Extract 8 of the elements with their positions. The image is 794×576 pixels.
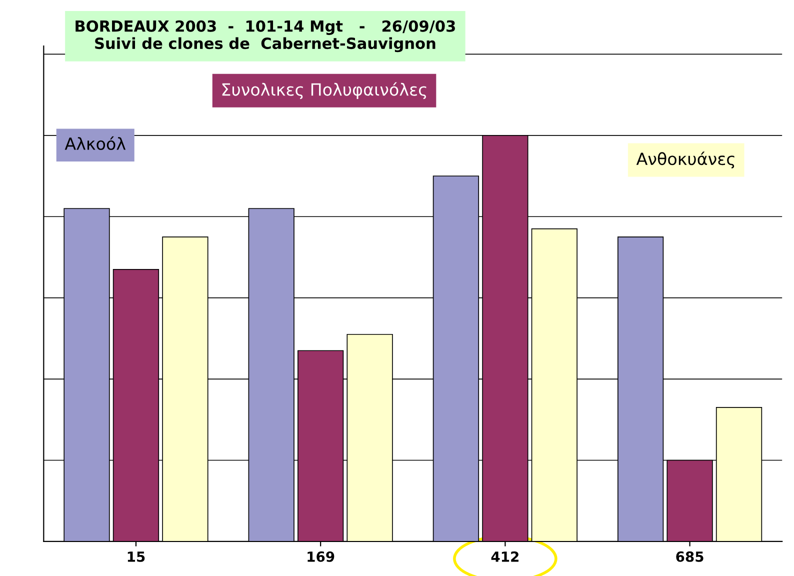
x-tick-label: 685 <box>676 551 704 562</box>
text: Αλκοόλ <box>64 136 126 150</box>
text: Συνολικες Πολυφαινόλες <box>222 82 426 100</box>
x-tick-label: 412 <box>491 551 518 562</box>
x-tick-label: 15 <box>128 552 145 562</box>
x-tick-label: 169 <box>308 551 334 562</box>
text: Ανθοκυάνες <box>636 152 734 168</box>
chart-title: BORDEAUX 2003 - 101-14 Mgt - 26/09/03 Suivi de clones de Cabernet-Sauvignon <box>76 20 455 52</box>
